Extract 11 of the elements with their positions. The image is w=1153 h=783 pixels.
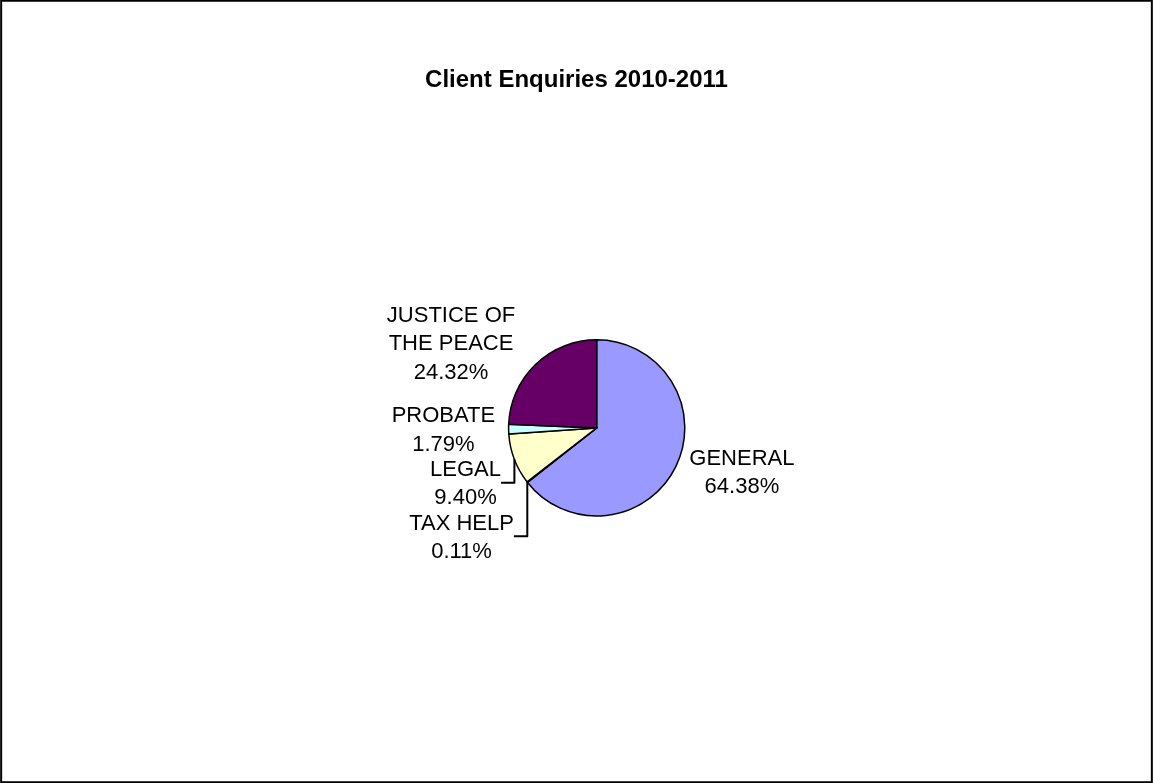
data-label: 0.11% — [431, 538, 492, 564]
slice-label: LEGAL — [430, 455, 501, 481]
data-label: 9.40% — [434, 484, 497, 510]
data-label: 1.79% — [412, 430, 475, 456]
data-label: 24.32% — [413, 358, 489, 384]
data-label: 64.38% — [704, 473, 780, 499]
chart-title: Client Enquiries 2010-2011 — [425, 64, 728, 92]
slice-label: JUSTICE OF THE PEACE — [386, 301, 516, 356]
slice-label: TAX HELP — [409, 509, 514, 535]
slice-label: GENERAL — [689, 444, 795, 470]
slice-label: PROBATE — [391, 402, 496, 428]
